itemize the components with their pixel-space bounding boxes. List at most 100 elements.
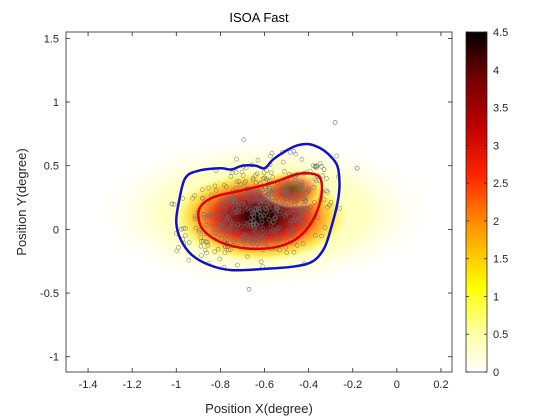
scatter-point	[328, 200, 334, 205]
scatter-point	[293, 151, 299, 157]
scatter-point	[193, 225, 199, 231]
scatter-point	[242, 232, 248, 238]
scatter-point	[259, 197, 264, 203]
scatter-point	[244, 195, 250, 200]
scatter-point	[263, 205, 269, 211]
scatter-point	[257, 199, 263, 204]
scatter-point	[291, 202, 297, 208]
scatter-point	[215, 246, 221, 252]
scatter-point	[273, 199, 278, 204]
scatter-point	[231, 239, 237, 244]
scatter-point	[212, 183, 218, 189]
scatter-point	[259, 235, 265, 240]
scatter-point	[292, 192, 298, 198]
scatter-point	[255, 238, 261, 243]
scatter-point	[265, 201, 270, 206]
scatter-point	[244, 206, 250, 212]
scatter-point	[249, 241, 255, 246]
scatter-point	[235, 222, 240, 227]
x-tick-label: -1	[171, 379, 181, 391]
scatter-point	[289, 224, 295, 230]
scatter-point	[254, 229, 260, 234]
scatter-point	[205, 243, 211, 248]
scatter-point	[230, 222, 235, 228]
scatter-point	[270, 175, 276, 180]
scatter-point	[248, 238, 253, 243]
scatter-point	[234, 156, 239, 162]
scatter-point	[273, 239, 279, 245]
scatter-point	[299, 196, 305, 201]
scatter-point	[230, 237, 235, 243]
plot-area	[66, 32, 452, 372]
scatter-point	[253, 180, 259, 185]
scatter-point	[220, 221, 225, 226]
scatter-point	[313, 233, 318, 238]
scatter-point	[300, 220, 306, 226]
scatter-point	[291, 250, 297, 255]
scatter-point	[354, 165, 360, 171]
scatter-point	[280, 199, 285, 204]
scatter-point	[288, 150, 293, 155]
scatter-point	[199, 253, 204, 258]
scatter-point	[262, 240, 268, 246]
scatter-point	[270, 204, 275, 209]
scatter-point	[294, 184, 299, 190]
scatter-point	[253, 198, 258, 204]
scatter-point	[254, 222, 260, 227]
scatter-point	[220, 229, 226, 235]
y-tick-label: 0.5	[44, 161, 59, 173]
scatter-point	[224, 203, 230, 208]
scatter-point	[228, 247, 233, 252]
scatter-point	[276, 225, 282, 231]
scatter-point	[306, 212, 312, 217]
scatter-point	[255, 241, 261, 247]
scatter-point	[176, 245, 181, 250]
scatter-point	[249, 211, 255, 216]
scatter-point	[337, 206, 342, 211]
scatter-point	[222, 220, 228, 226]
scatter-point	[327, 202, 332, 208]
scatter-point	[224, 216, 229, 221]
scatter-point	[218, 214, 224, 219]
scatter-point	[230, 197, 235, 202]
x-tick-label: -1.2	[123, 379, 142, 391]
scatter-point	[272, 216, 278, 221]
scatter-point	[206, 185, 211, 191]
scatter-point	[293, 177, 298, 183]
scatter-point	[223, 207, 229, 213]
scatter-point	[240, 199, 246, 204]
scatter-point	[274, 195, 280, 200]
scatter-point	[243, 224, 249, 229]
scatter-point	[210, 230, 215, 236]
scatter-point	[294, 215, 299, 221]
scatter-point	[265, 192, 271, 197]
scatter-point	[198, 243, 204, 249]
scatter-point	[296, 182, 302, 188]
scatter-point	[241, 238, 246, 244]
scatter-point	[285, 228, 291, 234]
scatter-point	[285, 204, 291, 209]
scatter-point	[282, 212, 288, 218]
x-tick-label: -0.4	[299, 379, 318, 391]
x-tick-label: -0.2	[343, 379, 362, 391]
scatter-point	[265, 229, 271, 235]
scatter-point	[263, 176, 269, 182]
scatter-point	[248, 219, 254, 224]
scatter-point	[286, 194, 292, 199]
scatter-point	[325, 190, 330, 195]
scatter-point	[226, 247, 231, 253]
y-axis-label: Position Y(degree)	[14, 148, 29, 255]
scatter-point	[268, 170, 274, 176]
scatter-point	[276, 236, 282, 241]
scatter-point	[212, 249, 217, 254]
scatter-point	[230, 199, 235, 205]
scatter-point	[298, 191, 304, 196]
scatter-point	[204, 250, 209, 256]
scatter-point	[320, 173, 325, 178]
x-tick-label: 0.2	[433, 379, 448, 391]
x-tick-label: -1.4	[79, 379, 98, 391]
inner-contour	[197, 171, 324, 251]
scatter-point	[251, 218, 257, 223]
y-tick-label: -1	[49, 352, 59, 364]
scatter-point	[250, 231, 255, 236]
